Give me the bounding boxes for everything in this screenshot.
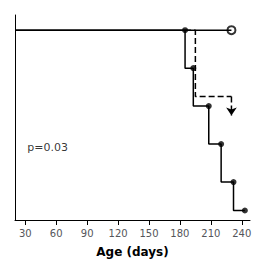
svg-text:Age (days): Age (days) [96,245,168,259]
svg-text:150: 150 [139,228,158,239]
svg-text:p=0.03: p=0.03 [27,141,68,154]
svg-text:30: 30 [19,228,32,239]
svg-text:60: 60 [50,228,63,239]
svg-text:120: 120 [109,228,128,239]
svg-text:180: 180 [170,228,189,239]
svg-text:240: 240 [232,228,251,239]
svg-text:90: 90 [81,228,94,239]
svg-text:210: 210 [201,228,220,239]
